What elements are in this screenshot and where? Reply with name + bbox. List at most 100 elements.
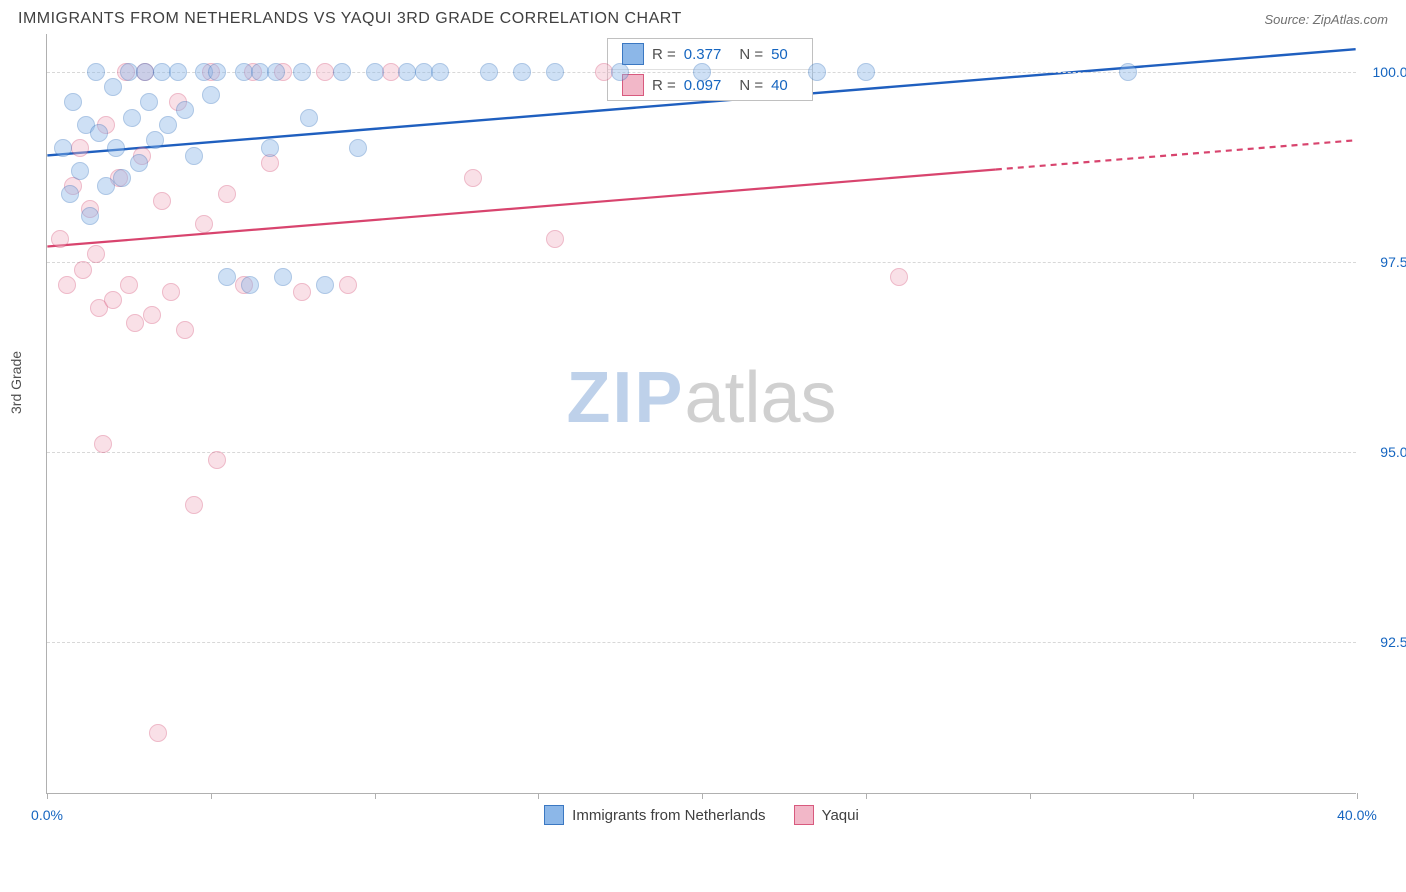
y-tick-label: 95.0% — [1362, 444, 1406, 460]
data-point-netherlands — [176, 101, 194, 119]
data-point-netherlands — [97, 177, 115, 195]
data-point-netherlands — [113, 169, 131, 187]
x-tick — [702, 793, 703, 799]
data-point-yaqui — [51, 230, 69, 248]
legend-label-netherlands: Immigrants from Netherlands — [572, 807, 765, 824]
x-tick — [538, 793, 539, 799]
r-label: R = — [652, 46, 676, 63]
legend-item-netherlands: Immigrants from Netherlands — [544, 805, 765, 825]
data-point-netherlands — [333, 63, 351, 81]
r-value-netherlands: 0.377 — [684, 46, 722, 63]
data-point-netherlands — [104, 78, 122, 96]
data-point-netherlands — [61, 185, 79, 203]
data-point-yaqui — [126, 314, 144, 332]
data-point-yaqui — [58, 276, 76, 294]
data-point-netherlands — [146, 131, 164, 149]
legend-label-yaqui: Yaqui — [822, 807, 859, 824]
data-point-netherlands — [185, 147, 203, 165]
data-point-netherlands — [546, 63, 564, 81]
n-value-netherlands: 50 — [771, 46, 788, 63]
data-point-netherlands — [267, 63, 285, 81]
data-point-yaqui — [120, 276, 138, 294]
data-point-netherlands — [300, 109, 318, 127]
data-point-yaqui — [149, 724, 167, 742]
data-point-yaqui — [87, 245, 105, 263]
data-point-netherlands — [808, 63, 826, 81]
title-bar: IMMIGRANTS FROM NETHERLANDS VS YAQUI 3RD… — [0, 0, 1406, 34]
data-point-yaqui — [195, 215, 213, 233]
series-legend: Immigrants from Netherlands Yaqui — [47, 805, 1356, 825]
data-point-yaqui — [464, 169, 482, 187]
y-tick-label: 92.5% — [1362, 634, 1406, 650]
y-axis-label: 3rd Grade — [8, 351, 24, 414]
x-tick-label: 0.0% — [31, 807, 63, 823]
data-point-netherlands — [54, 139, 72, 157]
data-point-yaqui — [143, 306, 161, 324]
data-point-netherlands — [274, 268, 292, 286]
x-tick — [1193, 793, 1194, 799]
data-point-netherlands — [64, 93, 82, 111]
data-point-netherlands — [398, 63, 416, 81]
watermark-brand-b: atlas — [684, 358, 836, 438]
x-tick — [1357, 793, 1358, 799]
data-point-netherlands — [208, 63, 226, 81]
data-point-yaqui — [176, 321, 194, 339]
data-point-netherlands — [235, 63, 253, 81]
x-tick — [1030, 793, 1031, 799]
data-point-netherlands — [130, 154, 148, 172]
y-tick-label: 97.5% — [1362, 254, 1406, 270]
n-value-yaqui: 40 — [771, 77, 788, 94]
data-point-netherlands — [611, 63, 629, 81]
gridline-h — [47, 452, 1356, 453]
data-point-yaqui — [153, 192, 171, 210]
data-point-netherlands — [169, 63, 187, 81]
data-point-yaqui — [94, 435, 112, 453]
data-point-netherlands — [316, 276, 334, 294]
r-label: R = — [652, 77, 676, 94]
data-point-netherlands — [431, 63, 449, 81]
watermark-brand-a: ZIP — [566, 358, 684, 438]
swatch-netherlands-icon — [544, 805, 564, 825]
data-point-netherlands — [120, 63, 138, 81]
data-point-netherlands — [90, 124, 108, 142]
data-point-yaqui — [316, 63, 334, 81]
chart-title: IMMIGRANTS FROM NETHERLANDS VS YAQUI 3RD… — [18, 10, 682, 28]
data-point-netherlands — [693, 63, 711, 81]
n-label: N = — [739, 77, 763, 94]
data-point-netherlands — [107, 139, 125, 157]
data-point-yaqui — [208, 451, 226, 469]
data-point-yaqui — [595, 63, 613, 81]
source-attribution: Source: ZipAtlas.com — [1264, 12, 1388, 27]
x-tick-label: 40.0% — [1337, 807, 1377, 823]
data-point-yaqui — [339, 276, 357, 294]
data-point-yaqui — [293, 283, 311, 301]
swatch-yaqui-icon — [794, 805, 814, 825]
data-point-netherlands — [293, 63, 311, 81]
data-point-yaqui — [546, 230, 564, 248]
chart-container: 3rd Grade ZIPatlas R = 0.377 N = 50 R = … — [0, 34, 1406, 824]
data-point-yaqui — [218, 185, 236, 203]
data-point-netherlands — [218, 268, 236, 286]
x-tick — [47, 793, 48, 799]
gridline-h — [47, 642, 1356, 643]
data-point-netherlands — [153, 63, 171, 81]
data-point-netherlands — [513, 63, 531, 81]
data-point-netherlands — [202, 86, 220, 104]
data-point-netherlands — [415, 63, 433, 81]
data-point-yaqui — [382, 63, 400, 81]
data-point-yaqui — [162, 283, 180, 301]
plot-area: ZIPatlas R = 0.377 N = 50 R = 0.097 N = … — [46, 34, 1356, 794]
x-tick — [211, 793, 212, 799]
x-tick — [866, 793, 867, 799]
data-point-netherlands — [1119, 63, 1137, 81]
n-label: N = — [739, 46, 763, 63]
data-point-netherlands — [349, 139, 367, 157]
watermark: ZIPatlas — [566, 357, 836, 439]
data-point-yaqui — [104, 291, 122, 309]
data-point-netherlands — [251, 63, 269, 81]
y-tick-label: 100.0% — [1362, 64, 1406, 80]
data-point-yaqui — [890, 268, 908, 286]
data-point-netherlands — [71, 162, 89, 180]
swatch-netherlands — [622, 43, 644, 65]
data-point-netherlands — [123, 109, 141, 127]
